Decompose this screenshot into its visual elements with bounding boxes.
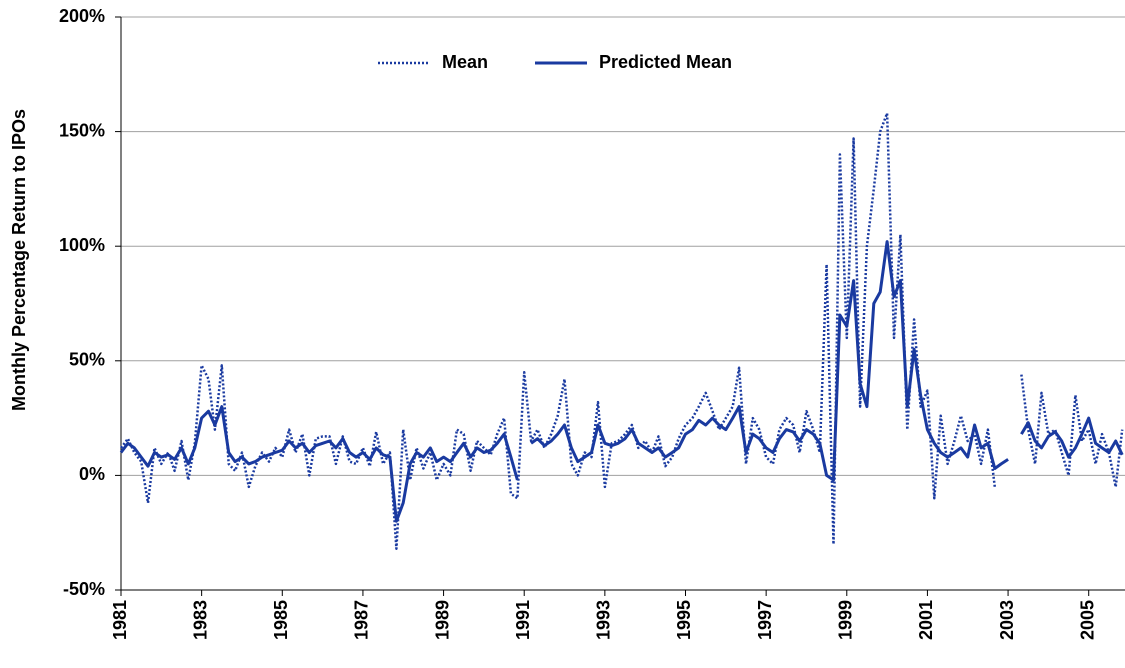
x-tick-label: 1987 <box>352 600 372 640</box>
y-tick-label: 200% <box>59 6 105 26</box>
y-tick-label: 100% <box>59 235 105 255</box>
legend-label: Predicted Mean <box>599 52 732 72</box>
x-tick-label: 1993 <box>594 600 614 640</box>
series-line <box>119 240 1124 523</box>
legend-label: Mean <box>442 52 488 72</box>
y-tick-label: 50% <box>69 350 105 370</box>
y-tick-label: -50% <box>63 579 105 599</box>
x-tick-label: 1983 <box>190 600 210 640</box>
y-tick-label: 150% <box>59 120 105 140</box>
y-tick-label: 0% <box>79 464 105 484</box>
x-tick-label: 1981 <box>110 600 130 640</box>
x-tick-label: 1995 <box>674 600 694 640</box>
series-line <box>120 112 1124 550</box>
x-tick-label: 1985 <box>271 600 291 640</box>
x-tick-label: 2005 <box>1077 600 1097 640</box>
x-tick-label: 1991 <box>513 600 533 640</box>
y-axis-label: Monthly Percentage Return to IPOs <box>9 109 29 411</box>
x-tick-label: 1989 <box>432 600 452 640</box>
x-tick-label: 1997 <box>755 600 775 640</box>
x-tick-label: 2001 <box>916 600 936 640</box>
x-tick-label: 1999 <box>836 600 856 640</box>
x-tick-label: 2003 <box>997 600 1017 640</box>
